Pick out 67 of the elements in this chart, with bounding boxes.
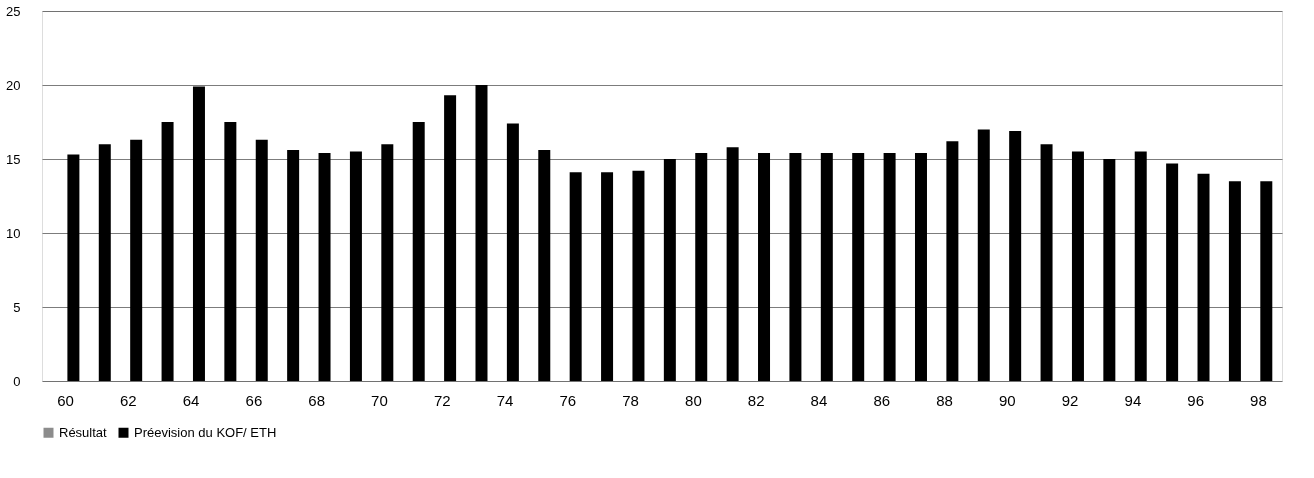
x-tick-label: 98 (1250, 391, 1267, 409)
bar (946, 141, 959, 381)
bar (444, 95, 457, 381)
bar (1040, 144, 1053, 381)
x-tick-label: 76 (559, 391, 577, 409)
bar (789, 153, 802, 381)
x-tick-label: 64 (182, 391, 200, 409)
bar (1197, 173, 1210, 381)
bar (695, 153, 708, 381)
x-tick-label: 84 (810, 391, 828, 409)
bar (569, 172, 582, 381)
bar (538, 150, 551, 381)
bar (977, 129, 990, 381)
bar (1009, 130, 1022, 381)
y-tick-label: 25 (6, 3, 21, 19)
bar (726, 147, 739, 381)
x-tick-label: 66 (245, 391, 263, 409)
bar (192, 86, 205, 381)
x-tick-label: 68 (308, 391, 326, 409)
y-tick-label: 5 (13, 299, 21, 315)
y-tick-label: 10 (6, 225, 21, 241)
bar (67, 154, 80, 381)
bar (506, 123, 519, 381)
x-tick-label: 78 (622, 391, 639, 409)
x-tick-label: 62 (119, 391, 137, 409)
bar (224, 122, 237, 381)
bar (1103, 159, 1116, 381)
bar (98, 144, 111, 381)
bar (632, 170, 645, 381)
bar (663, 159, 676, 381)
bar (349, 151, 362, 381)
y-tick-label: 15 (6, 151, 21, 167)
bar (475, 85, 488, 381)
bar (852, 153, 865, 381)
bar (758, 153, 771, 381)
x-tick-label: 82 (747, 391, 765, 409)
x-tick-label: 74 (496, 391, 514, 409)
bar (1228, 181, 1241, 381)
x-tick-label: 94 (1124, 391, 1142, 409)
bar (601, 172, 614, 381)
bar (381, 144, 394, 381)
bar (287, 150, 300, 381)
x-tick-label: 86 (873, 391, 891, 409)
bar (820, 153, 833, 381)
bar (883, 153, 896, 381)
y-tick-label: 0 (13, 373, 21, 389)
bar (1071, 151, 1084, 381)
bar (914, 153, 927, 381)
bar (1260, 181, 1273, 381)
bar (1166, 163, 1179, 381)
legend-label: Résultat (59, 424, 108, 440)
bar (1134, 151, 1147, 381)
x-tick-label: 72 (433, 391, 451, 409)
x-tick-label: 88 (936, 391, 953, 409)
legend-label: Préevision du KOF/ ETH (134, 424, 277, 440)
y-tick-label: 20 (6, 77, 21, 93)
x-tick-label: 92 (1061, 391, 1079, 409)
x-tick-label: 80 (685, 391, 702, 409)
x-tick-label: 70 (371, 391, 388, 409)
bar (130, 139, 143, 381)
x-tick-label: 60 (57, 391, 74, 409)
bar (161, 122, 174, 381)
bar (318, 153, 331, 381)
x-tick-label: 96 (1187, 391, 1205, 409)
bar (412, 122, 425, 381)
bar (255, 139, 268, 381)
x-tick-label: 90 (998, 391, 1016, 409)
